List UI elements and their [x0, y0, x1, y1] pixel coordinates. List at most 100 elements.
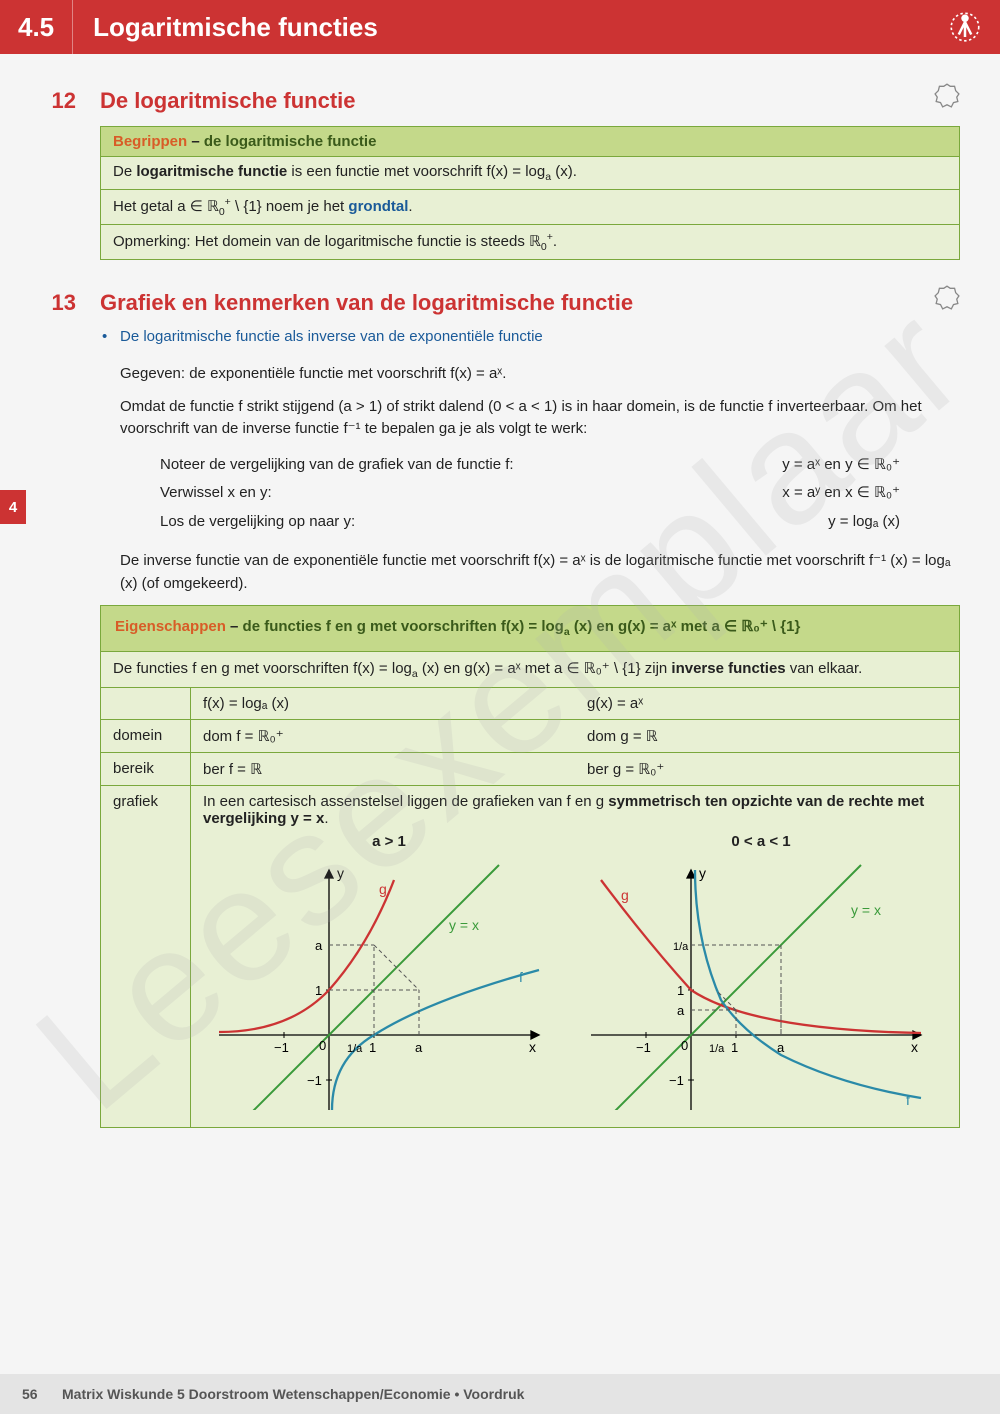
def12-row1: De logaritmische functie is een functie …	[101, 156, 959, 189]
svg-text:1/a: 1/a	[673, 941, 689, 953]
grafiek-label: grafiek	[101, 786, 191, 1127]
bullet-title: De logaritmische functie als inverse van…	[120, 328, 960, 345]
page-content: 12 De logaritmische functie Begrippen – …	[0, 54, 1000, 1148]
step-1: Noteer de vergelijking van de grafiek va…	[160, 451, 960, 480]
svg-text:x: x	[911, 1039, 918, 1055]
svg-text:1: 1	[315, 983, 322, 998]
subsection-13-number: 13	[20, 290, 100, 316]
bereik-label: bereik	[101, 753, 191, 785]
svg-text:g: g	[621, 887, 629, 903]
props-formula-row: f(x) = logₐ (x) g(x) = aˣ	[101, 687, 959, 719]
svg-text:1: 1	[677, 983, 684, 998]
t: .	[553, 233, 557, 250]
chart-a-lt-1: y x g f y = x 1/a 1 a 1 1/a a −1	[591, 860, 931, 1110]
step-3: Los de vergelijking op naar y: y = logₐ …	[160, 508, 960, 537]
t: Het getal a ∈ ℝ	[113, 198, 219, 215]
svg-text:0: 0	[681, 1038, 688, 1053]
svg-text:f: f	[519, 969, 523, 985]
subsection-13-heading: 13 Grafiek en kenmerken van de logaritmi…	[40, 284, 960, 316]
t: In een cartesisch assenstelsel liggen de…	[203, 793, 608, 810]
svg-text:y: y	[337, 865, 344, 881]
definition-box-12-header: Begrippen – de logaritmische functie	[101, 127, 959, 156]
t: inverse functies	[671, 660, 785, 677]
empty-label	[101, 688, 191, 719]
svg-text:1: 1	[731, 1040, 738, 1055]
graphs-container: y x g f y = x a 1 1 1/a a −1 −1	[203, 856, 947, 1120]
def12-row3: Opmerking: Het domein van de logaritmisc…	[101, 224, 959, 259]
svg-text:a: a	[415, 1040, 423, 1055]
svg-text:1/a: 1/a	[709, 1043, 725, 1055]
t: .	[408, 198, 412, 215]
grafiek-content: In een cartesisch assenstelsel liggen de…	[191, 786, 959, 1127]
step1-left: Noteer de vergelijking van de grafiek va…	[160, 451, 514, 480]
props-grafiek-row: grafiek In een cartesisch assenstelsel l…	[101, 785, 959, 1127]
svg-text:−1: −1	[636, 1040, 651, 1055]
svg-text:−1: −1	[307, 1073, 322, 1088]
t: (x).	[551, 163, 577, 180]
props-domein-row: domein dom f = ℝ₀⁺ dom g = ℝ	[101, 719, 959, 752]
t: is een functie met voorschrift f(x) = lo…	[287, 163, 545, 180]
omdat-text: Omdat de functie f strikt stijgend (a > …	[120, 396, 960, 441]
t: .	[324, 810, 328, 827]
def12-sep: –	[187, 133, 204, 150]
t: De	[113, 163, 136, 180]
svg-text:g: g	[379, 881, 387, 897]
col2-header: 0 < a < 1	[575, 833, 947, 850]
graph-column-headers: a > 1 0 < a < 1	[203, 827, 947, 856]
svg-text:−1: −1	[274, 1040, 289, 1055]
svg-text:x: x	[529, 1039, 536, 1055]
domein-label: domein	[101, 720, 191, 752]
t: de functies f en g met voorschriften f(x…	[243, 618, 564, 635]
chart-a-gt-1: y x g f y = x a 1 1 1/a a −1 −1	[219, 860, 559, 1110]
gx-cell: g(x) = aˣ	[575, 688, 959, 719]
t: logaritmische functie	[136, 163, 287, 180]
step1-right: y = aˣ en y ∈ ℝ₀⁺	[782, 451, 900, 480]
graph-a-gt-1: y x g f y = x a 1 1 1/a a −1 −1	[203, 860, 575, 1110]
step2-right: x = aʸ en x ∈ ℝ₀⁺	[782, 479, 900, 508]
section-number: 4.5	[0, 0, 73, 54]
t: Opmerking: Het domein van de logaritmisc…	[113, 233, 541, 250]
definition-box-12: Begrippen – de logaritmische functie De …	[100, 126, 960, 260]
def12-topic: de logaritmische functie	[204, 133, 377, 150]
step2-left: Verwissel x en y:	[160, 479, 272, 508]
props-intro-row: De functies f en g met voorschriften f(x…	[101, 651, 959, 687]
page-number: 56	[22, 1386, 62, 1402]
svg-text:1: 1	[369, 1040, 376, 1055]
t: –	[226, 618, 243, 635]
gear-icon	[934, 82, 960, 108]
svg-text:y: y	[699, 865, 706, 881]
graph-a-lt-1: y x g f y = x 1/a 1 a 1 1/a a −1	[575, 860, 947, 1110]
conclusion-text: De inverse functie van de exponentiële f…	[120, 550, 960, 595]
t: grondtal	[348, 198, 408, 215]
def12-row2: Het getal a ∈ ℝ0+ \ {1} noem je het gron…	[101, 189, 959, 224]
svg-text:y = x: y = x	[449, 917, 479, 933]
svg-text:−1: −1	[669, 1073, 684, 1088]
step3-left: Los de vergelijking op naar y:	[160, 508, 355, 537]
subsection-12-title: De logaritmische functie	[100, 88, 934, 114]
gegeven-text: Gegeven: de exponentiële functie met voo…	[120, 363, 960, 386]
properties-header: Eigenschappen – de functies f en g met v…	[101, 606, 959, 651]
bullet-inverse: De logaritmische functie als inverse van…	[120, 328, 960, 345]
t: De functies f en g met voorschriften f(x…	[113, 660, 412, 677]
gear-icon	[934, 284, 960, 310]
t: van elkaar.	[786, 660, 863, 677]
svg-text:1/a: 1/a	[347, 1043, 363, 1055]
chapter-header: 4.5 Logaritmische functies	[0, 0, 1000, 54]
svg-text:y = x: y = x	[851, 902, 881, 918]
domein-f: dom f = ℝ₀⁺	[191, 720, 575, 752]
svg-text:0: 0	[319, 1038, 326, 1053]
info-icon	[950, 12, 980, 42]
fx-cell: f(x) = logₐ (x)	[191, 688, 575, 719]
t: (x) en g(x) = aˣ met a ∈ ℝ₀⁺ \ {1} zijn	[418, 660, 672, 677]
page-footer: 56 Matrix Wiskunde 5 Doorstroom Wetensch…	[0, 1374, 1000, 1414]
properties-box: Eigenschappen – de functies f en g met v…	[100, 605, 960, 1128]
chapter-side-tab: 4	[0, 490, 26, 524]
svg-text:a: a	[677, 1003, 685, 1018]
step3-right: y = logₐ (x)	[828, 508, 900, 537]
svg-text:f: f	[906, 1092, 910, 1108]
domein-g: dom g = ℝ	[575, 720, 959, 752]
bereik-g: ber g = ℝ₀⁺	[575, 753, 959, 785]
section-title: Logaritmische functies	[73, 12, 950, 43]
svg-text:a: a	[777, 1040, 785, 1055]
col1-header: a > 1	[203, 833, 575, 850]
